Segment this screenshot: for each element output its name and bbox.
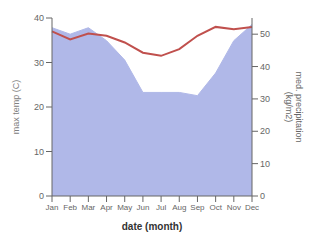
svg-text:Mar: Mar: [81, 203, 95, 212]
svg-text:med. precipitation(kg/m2): med. precipitation(kg/m2): [284, 71, 304, 142]
svg-text:Jun: Jun: [136, 203, 149, 212]
svg-text:30: 30: [34, 58, 44, 68]
svg-text:date (month): date (month): [122, 221, 183, 232]
svg-text:40: 40: [34, 13, 44, 23]
svg-text:Feb: Feb: [63, 203, 77, 212]
svg-text:Jan: Jan: [46, 203, 59, 212]
svg-text:Aug: Aug: [172, 203, 186, 212]
svg-text:0: 0: [260, 191, 265, 201]
svg-text:30: 30: [260, 94, 270, 104]
svg-text:Sep: Sep: [190, 203, 205, 212]
svg-text:20: 20: [34, 102, 44, 112]
svg-text:Oct: Oct: [209, 203, 222, 212]
svg-text:50: 50: [260, 29, 270, 39]
svg-text:Dec: Dec: [245, 203, 259, 212]
svg-text:10: 10: [34, 147, 44, 157]
svg-text:Nov: Nov: [227, 203, 241, 212]
svg-text:40: 40: [260, 62, 270, 72]
svg-text:Jul: Jul: [156, 203, 166, 212]
svg-text:Apr: Apr: [100, 203, 113, 212]
svg-text:0: 0: [39, 191, 44, 201]
svg-text:May: May: [117, 203, 132, 212]
svg-text:10: 10: [260, 159, 270, 169]
svg-text:max temp (C): max temp (C): [11, 80, 21, 135]
svg-text:20: 20: [260, 126, 270, 136]
